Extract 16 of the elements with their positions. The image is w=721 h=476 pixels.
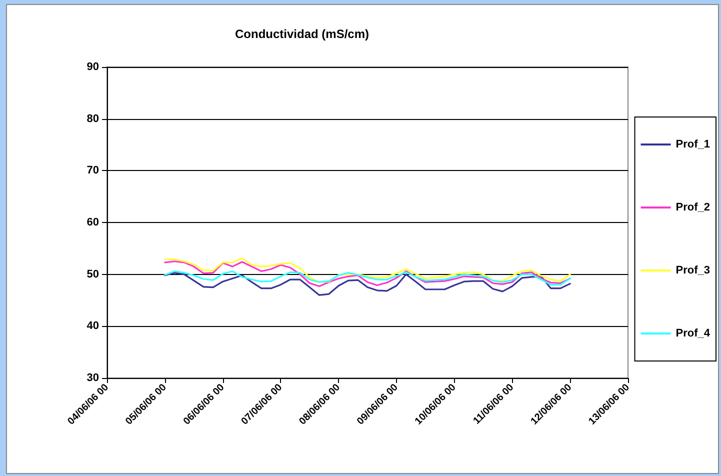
legend-label: Prof_3 — [676, 264, 710, 276]
legend-label: Prof_4 — [676, 328, 711, 340]
y-tick-label: 60 — [86, 216, 99, 228]
y-tick-label: 30 — [86, 372, 99, 384]
line-series — [164, 270, 571, 286]
y-tick-label: 50 — [86, 268, 99, 280]
legend-label: Prof_2 — [676, 202, 710, 214]
chart-title: Conductividad (mS/cm) — [234, 27, 370, 41]
y-tick-label: 90 — [86, 61, 99, 73]
legend-label: Prof_1 — [676, 138, 710, 150]
y-tick-label: 80 — [86, 112, 99, 125]
y-tick-label: 70 — [86, 164, 99, 177]
y-tick-label: 40 — [86, 320, 99, 332]
line-series — [164, 260, 571, 288]
line-series — [164, 272, 571, 296]
line-series — [164, 257, 571, 283]
